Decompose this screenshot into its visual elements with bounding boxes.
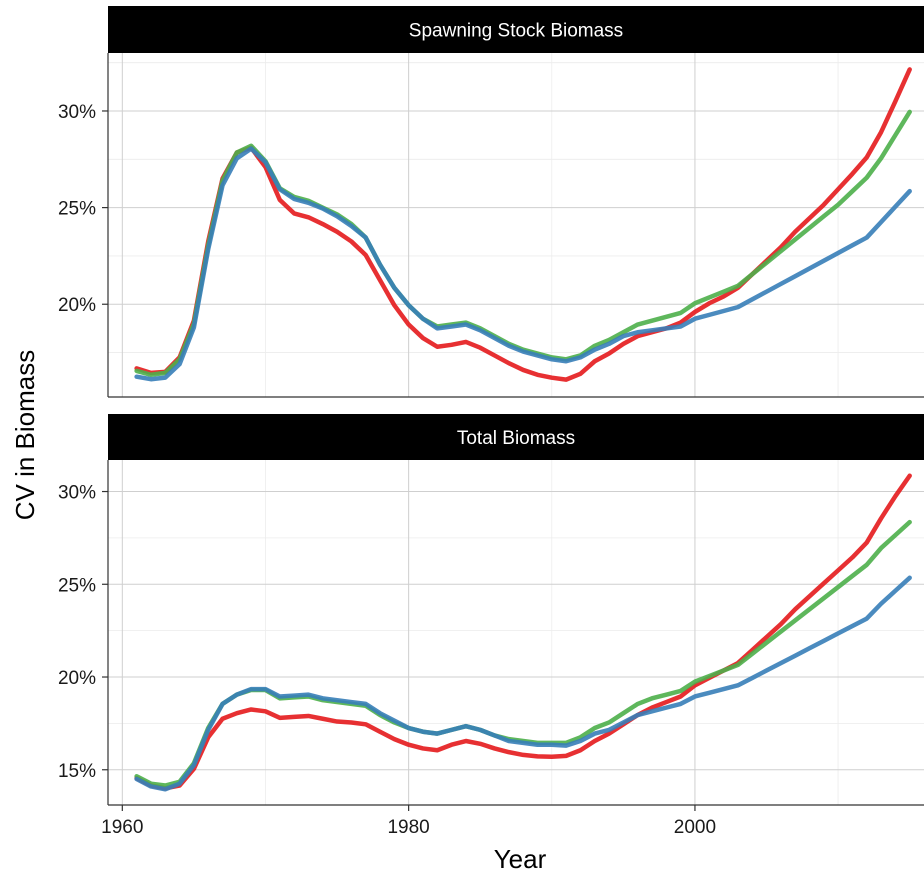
x-axis-title: Year [494, 844, 547, 874]
panel-title: Spawning Stock Biomass [409, 21, 623, 42]
panel: Total Biomass 15% 20% 25% 30% [58, 414, 924, 806]
y-tick-label: 15% [58, 761, 96, 782]
panel-strip [108, 414, 924, 460]
y-tick-label: 25% [58, 575, 96, 596]
series-line [134, 519, 912, 788]
y-tick-label: 25% [58, 199, 96, 220]
gridlines [108, 53, 924, 397]
y-tick-label: 30% [58, 102, 96, 123]
series-line [134, 146, 912, 382]
series-lines [134, 67, 912, 382]
series-lines [134, 473, 912, 792]
y-tick-label: 30% [58, 483, 96, 504]
series-line [134, 67, 912, 382]
gridlines [108, 460, 924, 805]
y-axis-title: CV in Biomass [10, 350, 40, 521]
series-line [134, 473, 912, 791]
y-tick-label: 20% [58, 295, 96, 316]
panel-strip [108, 6, 924, 53]
x-tick-label: 1980 [387, 817, 429, 838]
y-axis: 15% 20% 25% 30% [58, 483, 108, 782]
x-tick-label: 1960 [101, 817, 143, 838]
panel-title: Total Biomass [457, 428, 575, 449]
y-axis: 20% 25% 30% [58, 102, 108, 316]
y-tick-label: 20% [58, 668, 96, 689]
x-axis: 1960 1980 2000 [101, 805, 716, 838]
series-line [134, 575, 912, 792]
panel: Spawning Stock Biomass 20% 25% 30% [58, 6, 924, 398]
x-tick-label: 2000 [674, 817, 716, 838]
